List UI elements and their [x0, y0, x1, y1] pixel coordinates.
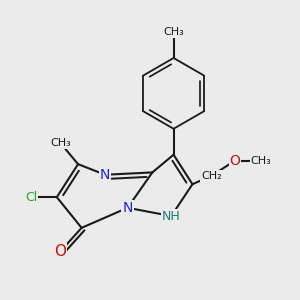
Text: N: N — [100, 168, 110, 182]
Text: CH₃: CH₃ — [50, 138, 71, 148]
Text: NH: NH — [162, 209, 181, 223]
Text: O: O — [54, 244, 66, 259]
Text: CH₃: CH₃ — [163, 27, 184, 37]
Text: N: N — [122, 201, 133, 215]
Text: Cl: Cl — [25, 191, 37, 204]
Text: O: O — [230, 154, 240, 168]
Text: CH₃: CH₃ — [250, 156, 271, 166]
Text: CH₂: CH₂ — [201, 171, 222, 181]
